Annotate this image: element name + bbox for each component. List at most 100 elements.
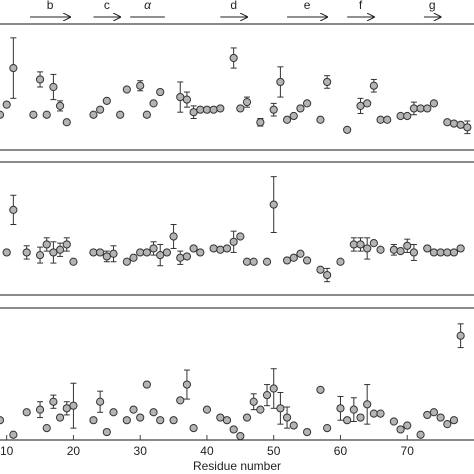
point: [363, 244, 372, 253]
x-tick-label: 50: [267, 444, 281, 458]
point: [96, 397, 105, 406]
point: [136, 413, 145, 422]
point: [102, 96, 111, 105]
point: [0, 110, 5, 119]
point: [42, 110, 51, 119]
point: [236, 232, 245, 241]
structure-label: c: [104, 0, 110, 12]
x-tick-label: 30: [134, 444, 148, 458]
point: [209, 244, 218, 253]
point: [403, 241, 412, 250]
point: [156, 251, 165, 260]
point: [443, 248, 452, 257]
point: [136, 81, 145, 90]
x-tick-label: 20: [67, 444, 81, 458]
point: [229, 53, 238, 63]
point: [189, 244, 198, 253]
point: [182, 95, 192, 104]
point: [162, 248, 172, 257]
point: [429, 248, 439, 257]
point: [363, 400, 372, 409]
point: [9, 430, 18, 439]
point: [242, 98, 252, 107]
point: [222, 244, 232, 253]
point: [2, 248, 11, 257]
point: [229, 237, 238, 246]
point: [49, 397, 58, 406]
point: [396, 425, 405, 434]
point: [316, 265, 325, 274]
structure-label: α: [144, 0, 152, 12]
point: [209, 105, 218, 114]
point: [0, 416, 5, 425]
x-tick-label: 70: [401, 444, 415, 458]
point: [409, 104, 419, 113]
point: [42, 424, 51, 433]
point: [29, 110, 38, 119]
point: [302, 256, 312, 265]
point: [216, 245, 225, 254]
point: [269, 384, 278, 393]
point: [389, 245, 398, 254]
point: [289, 111, 298, 121]
point: [49, 248, 58, 257]
point: [96, 248, 105, 257]
point: [222, 416, 232, 425]
point: [423, 104, 432, 113]
point: [269, 200, 278, 209]
point: [449, 119, 459, 128]
point: [176, 253, 185, 262]
point: [182, 252, 192, 261]
point: [336, 257, 345, 266]
point: [423, 410, 432, 420]
point: [216, 413, 225, 422]
point: [376, 245, 385, 254]
point: [376, 115, 385, 124]
point: [276, 404, 285, 413]
point: [176, 92, 185, 102]
point: [149, 408, 158, 417]
point: [202, 105, 212, 114]
point: [356, 101, 365, 111]
point: [122, 85, 131, 94]
point: [242, 257, 252, 266]
point: [356, 413, 365, 422]
point: [62, 404, 71, 413]
point: [242, 413, 252, 422]
structure-label: d: [230, 0, 237, 12]
point: [35, 251, 45, 260]
point: [109, 249, 118, 258]
x-axis-label: Residue number: [193, 459, 281, 473]
point: [302, 99, 312, 108]
point: [55, 245, 65, 254]
point: [416, 430, 425, 439]
structure-label: g: [429, 0, 436, 12]
point: [142, 380, 151, 389]
point: [389, 417, 398, 426]
point: [383, 115, 392, 124]
point: [249, 397, 258, 406]
point: [156, 416, 165, 425]
point: [369, 409, 378, 418]
point: [343, 125, 352, 134]
point: [122, 257, 131, 266]
point: [282, 115, 292, 124]
point: [129, 253, 138, 262]
point: [443, 420, 452, 429]
point: [409, 248, 419, 257]
x-tick-label: 60: [334, 444, 348, 458]
point: [2, 100, 11, 109]
point: [89, 110, 98, 119]
point: [456, 331, 465, 340]
point: [449, 416, 459, 425]
point: [456, 244, 465, 253]
point: [282, 413, 292, 422]
point: [396, 111, 405, 121]
point: [296, 104, 305, 113]
point: [62, 118, 71, 127]
x-tick-label: 10: [0, 444, 14, 458]
point: [289, 253, 298, 262]
point: [436, 248, 445, 257]
point: [96, 105, 105, 114]
